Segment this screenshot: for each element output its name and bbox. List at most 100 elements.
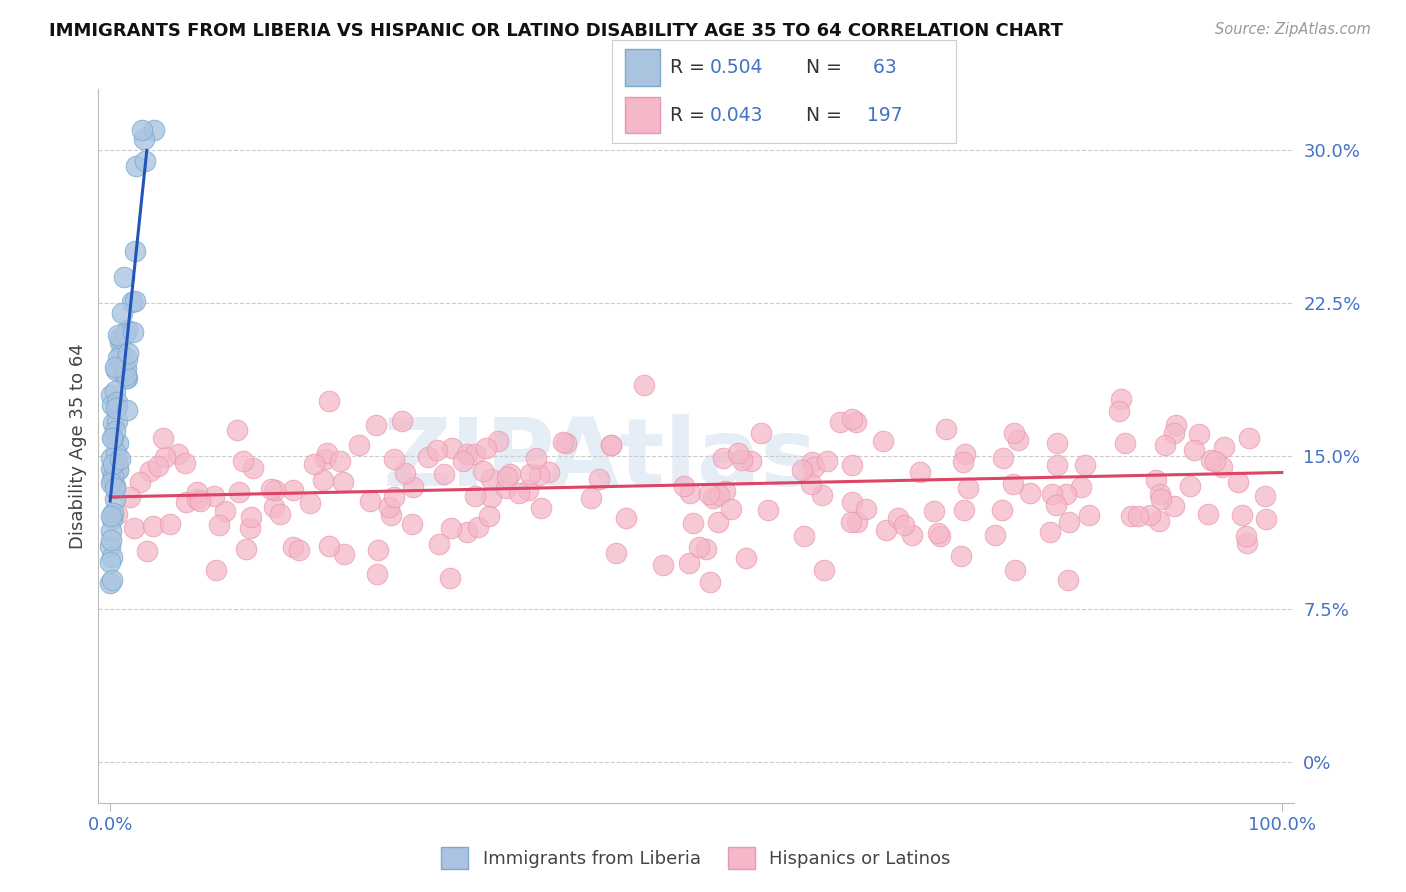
Point [529,467,551,482]
Point [1213,440,1236,454]
Point [1002,426,1025,441]
Point [464,447,486,461]
Point [416,450,439,464]
Point [956,481,979,495]
Point [122,325,145,339]
Point [153,450,176,464]
Point [333,547,356,561]
Point [1039,524,1062,539]
Point [953,503,976,517]
Point [100,508,122,523]
Point [205,563,228,577]
Point [588,472,610,486]
Point [922,504,945,518]
Point [953,447,976,461]
Point [115,371,138,385]
Point [1163,500,1185,514]
Point [225,423,247,437]
Text: 0.504: 0.504 [710,58,763,78]
Point [100,533,122,548]
Point [146,458,169,473]
Point [579,491,602,505]
Point [329,454,352,468]
Point [121,294,143,309]
Point [298,495,321,509]
Point [440,521,463,535]
Point [1057,515,1080,529]
Legend: Immigrants from Liberia, Hispanics or Latinos: Immigrants from Liberia, Hispanics or La… [434,839,957,876]
Point [652,558,675,572]
Point [441,441,464,455]
Point [131,123,153,137]
Point [188,494,211,508]
Point [105,507,128,521]
Point [115,402,138,417]
Point [1180,479,1202,493]
Point [439,571,461,585]
Point [605,546,627,560]
Point [1230,508,1253,523]
Point [125,159,148,173]
Y-axis label: Disability Age 35 to 64: Disability Age 35 to 64 [69,343,87,549]
Point [101,398,124,412]
Point [1139,508,1161,522]
Point [101,550,124,565]
Point [600,438,623,452]
Point [478,508,501,523]
Point [1254,489,1277,503]
Point [103,417,125,431]
Point [688,540,710,554]
Point [927,526,949,541]
Point [100,473,122,487]
Point [101,457,124,471]
Point [720,502,742,516]
Point [142,519,165,533]
Point [1019,486,1042,500]
Point [117,346,139,360]
Point [901,527,924,541]
FancyBboxPatch shape [626,96,659,134]
Point [803,459,825,474]
Point [800,477,823,491]
Point [530,500,553,515]
Text: IMMIGRANTS FROM LIBERIA VS HISPANIC OR LATINO DISABILITY AGE 35 TO 64 CORRELATIO: IMMIGRANTS FROM LIBERIA VS HISPANIC OR L… [49,22,1063,40]
Text: R =: R = [671,58,711,78]
Point [173,456,195,470]
Point [1226,475,1249,489]
Point [839,515,862,529]
Point [115,323,138,337]
Point [108,335,131,350]
Point [1154,438,1177,452]
Point [672,479,695,493]
Text: Source: ZipAtlas.com: Source: ZipAtlas.com [1215,22,1371,37]
Point [1070,480,1092,494]
Point [115,361,138,376]
Point [214,504,236,518]
Point [1256,511,1278,525]
Point [107,436,129,450]
Point [288,543,311,558]
Point [508,486,530,500]
Point [239,509,262,524]
Point [841,458,863,473]
Point [107,462,129,476]
Point [401,516,423,531]
Point [105,400,128,414]
Point [380,508,402,522]
Point [841,495,863,509]
Point [314,451,336,466]
Point [841,412,863,426]
Point [104,360,127,375]
Point [1237,430,1260,444]
Point [105,446,128,460]
Point [893,518,915,533]
Point [433,467,456,482]
Point [456,447,478,461]
Point [1163,426,1185,441]
Point [427,537,450,551]
Point [228,484,250,499]
Text: N =: N = [794,105,848,125]
Point [124,244,146,259]
Point [260,482,283,496]
Point [714,483,737,498]
